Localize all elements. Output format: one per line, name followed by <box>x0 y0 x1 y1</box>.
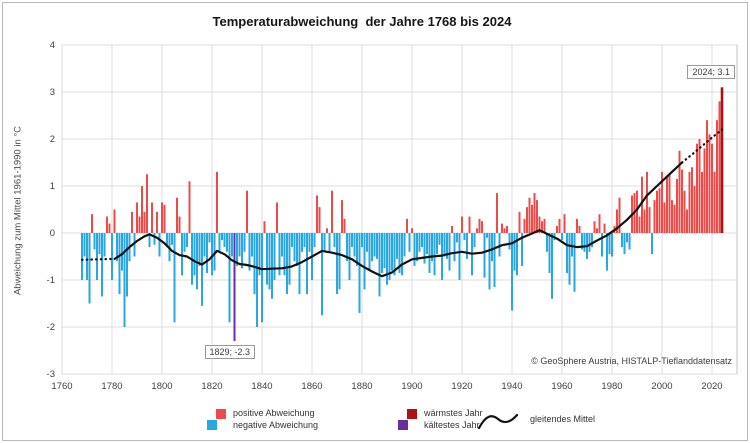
chart-title: Temperaturabweichung der Jahre 1768 bis … <box>212 14 512 29</box>
svg-text:-2: -2 <box>47 322 55 333</box>
svg-text:2020: 2020 <box>701 381 722 392</box>
positive-deviation-swatch-icon <box>216 409 226 419</box>
svg-text:-3: -3 <box>47 369 55 380</box>
svg-text:1: 1 <box>50 181 55 192</box>
svg-text:2000: 2000 <box>651 381 672 392</box>
legend-label-negative: negative Abweichung <box>233 420 319 430</box>
legend-label-coldest: kältestes Jahr <box>424 420 480 430</box>
legend-label-warmest: wärmstes Jahr <box>424 408 483 418</box>
moving-average-line <box>80 128 724 278</box>
negative-deviation-swatch-icon <box>207 420 217 430</box>
svg-text:1800: 1800 <box>151 381 172 392</box>
axis-tick-labels: 1760 1780 1800 1820 1840 1860 1880 1900 1920 1940… <box>47 40 723 392</box>
legend-label-positive: positive Abweichung <box>233 408 315 418</box>
svg-text:4: 4 <box>50 40 55 51</box>
svg-text:-1: -1 <box>47 275 55 286</box>
copyright-note: © GeoSphere Austria, HISTALP-Tieflanddat… <box>531 356 732 366</box>
svg-text:1900: 1900 <box>401 381 422 392</box>
bar-coldest-year <box>233 233 236 342</box>
coldest-year-swatch-icon <box>398 420 408 430</box>
svg-text:1880: 1880 <box>351 381 372 392</box>
svg-text:1840: 1840 <box>251 381 272 392</box>
svg-text:0: 0 <box>50 228 55 239</box>
svg-text:3: 3 <box>50 87 55 98</box>
svg-text:1980: 1980 <box>601 381 622 392</box>
chart-legend: positive Abweichung negative Abweichung … <box>0 403 750 437</box>
warmest-year-swatch-icon <box>407 409 417 419</box>
annotation-coldest-year: 1829; -2.3 <box>204 345 256 360</box>
svg-text:1920: 1920 <box>451 381 472 392</box>
bar-warmest-year <box>720 87 724 233</box>
bars <box>81 87 724 342</box>
svg-text:1760: 1760 <box>51 381 72 392</box>
moving-average-line-icon <box>477 413 519 430</box>
svg-text:1820: 1820 <box>201 381 222 392</box>
svg-text:1960: 1960 <box>551 381 572 392</box>
svg-text:1940: 1940 <box>501 381 522 392</box>
svg-text:2: 2 <box>50 134 55 145</box>
gridlines <box>61 44 737 375</box>
svg-text:1860: 1860 <box>301 381 322 392</box>
svg-text:1780: 1780 <box>101 381 122 392</box>
legend-label-moving-average: gleitendes Mittel <box>530 414 596 424</box>
annotation-warmest-year: 2024; 3.1 <box>687 65 735 80</box>
